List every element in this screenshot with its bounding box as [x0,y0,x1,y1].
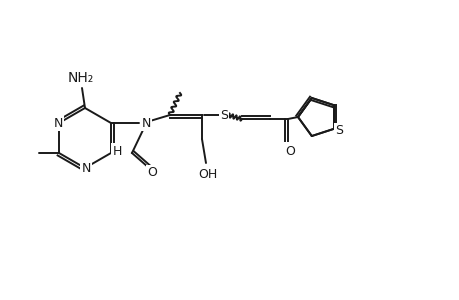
Text: O: O [285,145,294,158]
Text: N: N [141,116,151,130]
Text: O: O [147,167,157,179]
Text: NH₂: NH₂ [68,71,94,85]
Text: H: H [112,145,122,158]
Text: S: S [219,109,228,122]
Text: OH: OH [198,169,217,182]
Text: S: S [335,124,342,137]
Text: N: N [81,161,90,175]
Text: N: N [53,116,62,130]
